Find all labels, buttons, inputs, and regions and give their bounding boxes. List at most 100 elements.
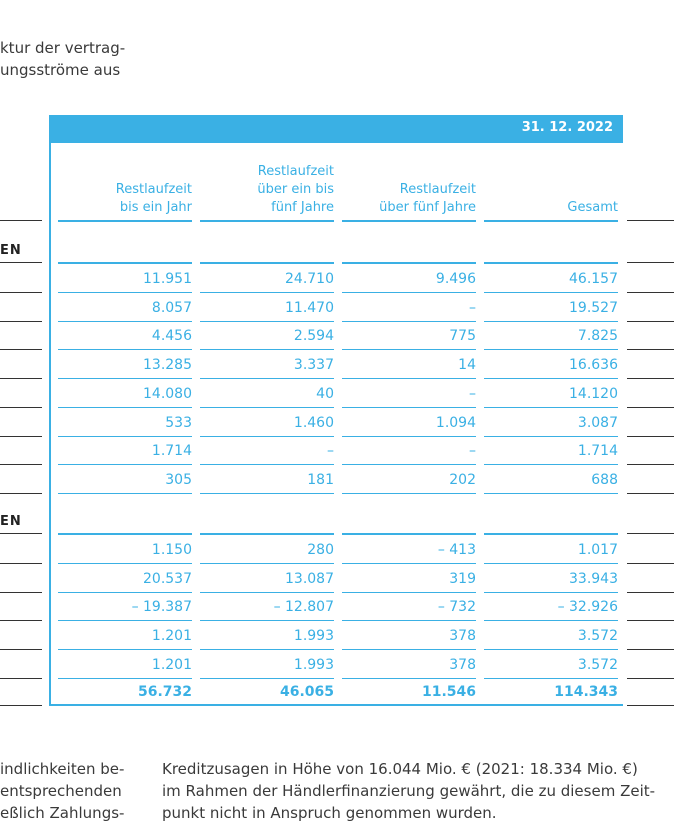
- table-cell: 20.537: [143, 570, 192, 587]
- table-cell: 14.080: [143, 385, 192, 402]
- table-cell: 8.057: [151, 299, 192, 316]
- row-rule: [58, 649, 192, 650]
- left-row-rule: [0, 464, 42, 465]
- table-cell: 56.732: [137, 684, 192, 700]
- table-cell: – 732: [437, 599, 476, 616]
- table-cell: 9.496: [435, 271, 476, 287]
- text-line: eßlich Zahlungs-: [0, 804, 125, 822]
- table-cell: 16.636: [569, 357, 618, 374]
- table-cell: 13.285: [143, 357, 192, 374]
- row-rule: [342, 678, 476, 679]
- section-label: EN: [0, 243, 22, 258]
- table-cell: 14.120: [569, 385, 618, 402]
- text-line: ungsströme aus: [0, 61, 121, 79]
- text-line: Kreditzusagen in Höhe von 16.044 Mio. € …: [162, 760, 638, 778]
- table-cell: 1.094: [435, 414, 476, 431]
- table-cell: 280: [307, 542, 334, 558]
- table-cell: 1.017: [577, 542, 618, 558]
- row-rule: [58, 321, 192, 322]
- row-rule: [58, 407, 192, 408]
- row-rule: [200, 533, 334, 535]
- left-row-rule: [0, 262, 42, 263]
- table-cell: 1.993: [293, 656, 334, 673]
- row-rule: [200, 678, 334, 679]
- table-cell: 775: [449, 328, 476, 345]
- table-cell: 688: [591, 471, 618, 488]
- right-row-rule: [627, 678, 674, 679]
- row-rule: [342, 220, 476, 222]
- table-cell: 3.337: [293, 357, 334, 374]
- left-row-rule: [0, 533, 42, 534]
- table-cell: 11.470: [285, 299, 334, 316]
- header-line: bis ein Jahr: [119, 200, 192, 215]
- right-row-rule: [627, 533, 674, 534]
- row-rule: [342, 407, 476, 408]
- row-rule: [200, 220, 334, 222]
- row-rule: [200, 292, 334, 293]
- row-rule: [342, 563, 476, 564]
- table-cell: 46.065: [279, 684, 334, 700]
- left-row-rule: [0, 563, 42, 564]
- row-rule: [58, 262, 192, 264]
- right-row-rule: [627, 649, 674, 650]
- header-line: über fünf Jahre: [379, 200, 476, 215]
- row-rule: [200, 436, 334, 437]
- right-row-rule: [627, 592, 674, 593]
- left-row-rule: [0, 436, 42, 437]
- row-rule: [484, 407, 618, 408]
- table-cell: 46.157: [569, 271, 618, 287]
- table-cell: 1.714: [151, 443, 192, 460]
- row-rule: [58, 563, 192, 564]
- row-rule: [342, 464, 476, 465]
- table-cell: 7.825: [577, 328, 618, 345]
- left-row-rule: [0, 678, 42, 679]
- table-cell: 1.201: [151, 656, 192, 673]
- table-cell: 3.572: [577, 628, 618, 645]
- left-row-rule: [0, 620, 42, 621]
- row-rule: [484, 262, 618, 264]
- right-row-rule: [627, 620, 674, 621]
- row-rule: [58, 533, 192, 535]
- row-rule: [58, 292, 192, 293]
- row-rule: [484, 464, 618, 465]
- column-header-total: Gesamt: [484, 199, 618, 217]
- row-rule: [342, 292, 476, 293]
- row-rule: [200, 649, 334, 650]
- row-rule: [484, 678, 618, 679]
- left-row-rule: [0, 592, 42, 593]
- row-rule: [58, 592, 192, 593]
- row-rule: [484, 436, 618, 437]
- row-rule: [342, 349, 476, 350]
- row-rule: [342, 262, 476, 264]
- row-rule: [58, 349, 192, 350]
- text-line: indlichkeiten be-: [0, 760, 125, 778]
- table-cell: 305: [165, 471, 192, 488]
- text-line: entsprechenden: [0, 782, 122, 800]
- row-rule: [484, 649, 618, 650]
- text-line: im Rahmen der Händlerfinanzierung gewähr…: [162, 782, 656, 800]
- row-rule: [342, 378, 476, 379]
- table-cell: 14: [458, 357, 476, 374]
- left-row-rule: [0, 493, 42, 494]
- row-rule: [58, 493, 192, 494]
- table-frame: [49, 115, 623, 706]
- row-rule: [200, 321, 334, 322]
- row-rule: [484, 592, 618, 593]
- table-cell: –: [469, 443, 476, 460]
- row-rule: [484, 220, 618, 222]
- right-row-rule: [627, 705, 674, 706]
- row-rule: [484, 563, 618, 564]
- table-cell: 3.087: [577, 414, 618, 431]
- left-row-rule: [0, 321, 42, 322]
- row-rule: [200, 407, 334, 408]
- right-row-rule: [627, 321, 674, 322]
- table-cell: 19.527: [569, 299, 618, 316]
- table-cell: 1.714: [577, 443, 618, 460]
- table-cell: 11.546: [421, 684, 476, 700]
- left-row-rule: [0, 407, 42, 408]
- text-line: punkt nicht in Anspruch genommen wurden.: [162, 804, 497, 822]
- header-line: über ein bis: [257, 182, 334, 197]
- row-rule: [58, 220, 192, 222]
- table-cell: 4.456: [151, 328, 192, 345]
- row-rule: [58, 464, 192, 465]
